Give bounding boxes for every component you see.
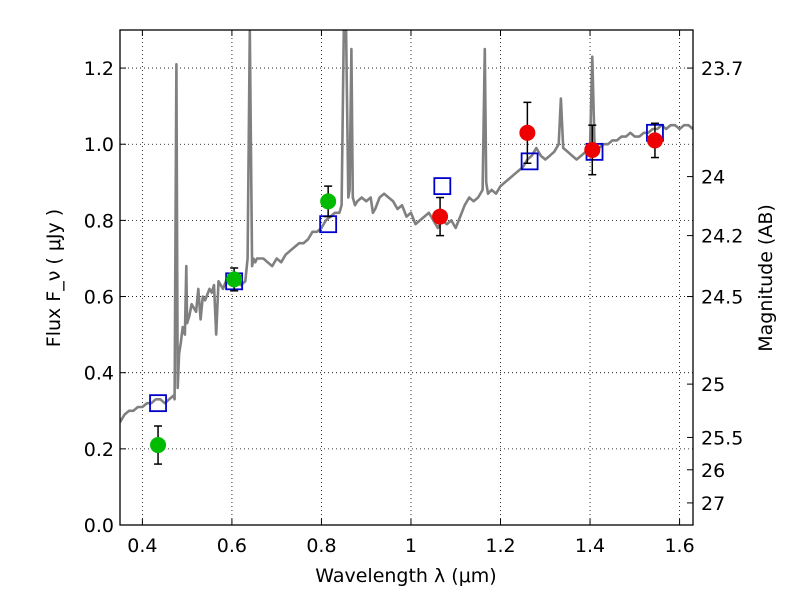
y-tick-label: 0.2 <box>84 439 114 461</box>
x-tick-label: 1 <box>405 535 417 557</box>
right-tick-label: 24.2 <box>701 226 743 248</box>
x-tick-label: 0.6 <box>217 535 247 557</box>
y-tick-label: 0.8 <box>84 210 114 232</box>
model-photometry-square <box>520 152 539 171</box>
x-tick-label: 1.6 <box>664 535 694 557</box>
x-tick-label: 1.2 <box>485 535 515 557</box>
y-tick-label: 0.6 <box>84 287 114 309</box>
x-axis-label: Wavelength λ (μm) <box>315 565 496 587</box>
y-tick-label: 0.4 <box>84 363 114 385</box>
observed-point-green <box>226 271 243 288</box>
observed-point-red <box>584 141 601 158</box>
observed-point-green <box>320 193 337 210</box>
plot-frame <box>119 29 694 526</box>
right-tick-label: 26 <box>701 460 725 482</box>
observed-point-red <box>519 124 536 141</box>
x-tick-label: 1.4 <box>575 535 605 557</box>
right-tick-label: 27 <box>701 493 725 515</box>
right-tick-label: 23.7 <box>701 58 743 80</box>
y-tick-label: 1.0 <box>84 134 114 156</box>
x-tick-label: 0.8 <box>306 535 336 557</box>
x-tick-label: 0.4 <box>127 535 157 557</box>
right-tick-label: 24.5 <box>701 287 743 309</box>
model-spectrum-line <box>120 30 693 423</box>
model-photometry-square <box>149 394 167 413</box>
observed-point-red <box>432 208 449 225</box>
y-axis-label: Flux F_ν ( μJy ) <box>43 209 65 347</box>
observed-point-red <box>646 132 663 149</box>
observed-point-green <box>150 437 167 454</box>
plot-background <box>120 30 693 525</box>
right-axis-label: Magnitude (AB) <box>755 204 777 352</box>
right-tick-label: 25 <box>701 374 725 396</box>
model-photometry-square <box>433 177 452 196</box>
right-tick-label: 24 <box>701 167 725 189</box>
right-tick-label: 25.5 <box>701 427 743 449</box>
y-tick-label: 1.2 <box>84 58 114 80</box>
grid <box>120 30 693 526</box>
y-tick-label: 0.0 <box>84 515 114 537</box>
